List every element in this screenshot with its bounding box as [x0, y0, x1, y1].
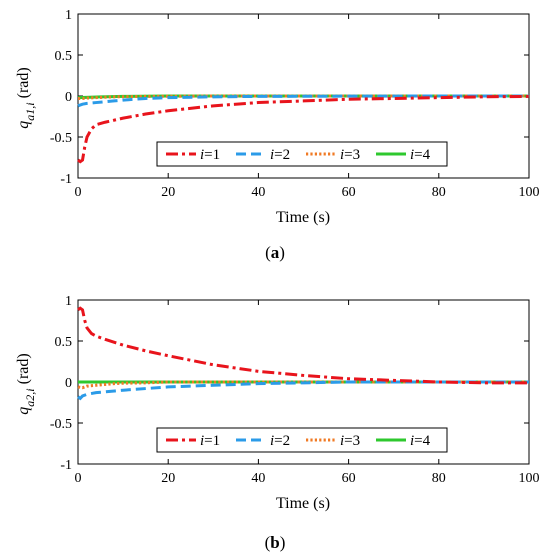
y-tick-label: -0.5 [50, 417, 72, 432]
legend-label-i2: i=2 [270, 147, 290, 163]
panel-b-ylabel: qa2,i(rad) [15, 353, 37, 414]
legend-label-i4: i=4 [410, 147, 431, 163]
panel-b-ticks: 0 20 40 60 80 100 1 0.5 0 -0.5 -1 [50, 294, 540, 486]
panel-a-ylabel: qa1,i(rad) [15, 67, 37, 128]
y-tick-label: 1 [65, 8, 72, 23]
panel-a-caption: (a) [265, 243, 285, 262]
series-line-i2 [77, 380, 529, 401]
y-tick-label: -1 [60, 172, 72, 187]
legend-label-i3: i=3 [340, 433, 360, 449]
panel-a-series [77, 94, 530, 164]
panel-b-legend: i=1 i=2 i=3 i=4 [156, 427, 448, 453]
panel-a-ticks: 0 20 40 60 80 100 1 0.5 0 -0.5 -1 [50, 8, 540, 200]
y-tick-label: 0 [65, 90, 72, 105]
panel-a-chart: 0 20 40 60 80 100 1 0.5 0 -0.5 -1 qa1,i(rad) Time … [15, 8, 540, 262]
x-tick-label: 60 [342, 471, 356, 486]
y-tick-label: 1 [65, 294, 72, 309]
legend-label-i1: i=1 [200, 147, 220, 163]
y-tick-label: -0.5 [50, 131, 72, 146]
panel-b-series [77, 306, 529, 401]
series-line-i2 [77, 94, 529, 108]
legend-label-i4: i=4 [410, 433, 431, 449]
panel-a-xlabel: Time (s) [276, 209, 330, 226]
legend-label-i2: i=2 [270, 433, 290, 449]
y-tick-label: 0.5 [55, 49, 73, 64]
legend-label-i3: i=3 [340, 147, 360, 163]
x-tick-label: 80 [432, 471, 446, 486]
panel-a-legend: i=1 i=2 i=3 i=4 [156, 141, 448, 167]
x-tick-label: 20 [161, 185, 175, 200]
panel-b-xlabel: Time (s) [276, 495, 330, 512]
x-tick-label: 20 [161, 471, 175, 486]
x-tick-label: 60 [342, 185, 356, 200]
legend-label-i1: i=1 [200, 433, 220, 449]
series-line-i1 [77, 306, 529, 385]
x-tick-label: 100 [519, 185, 540, 200]
x-tick-label: 40 [251, 471, 265, 486]
panel-b-caption: (b) [265, 533, 286, 552]
x-tick-label: 40 [251, 185, 265, 200]
x-tick-label: 0 [75, 471, 82, 486]
series-line-i3 [77, 380, 529, 390]
x-tick-label: 80 [432, 185, 446, 200]
panel-b-chart: 0 20 40 60 80 100 1 0.5 0 -0.5 -1 qa2,i(rad) Time … [15, 294, 540, 552]
y-tick-label: 0.5 [55, 335, 73, 350]
y-tick-label: -1 [60, 458, 72, 473]
series-line-i1 [77, 94, 530, 164]
y-tick-label: 0 [65, 376, 72, 391]
x-tick-label: 0 [75, 185, 82, 200]
x-tick-label: 100 [519, 471, 540, 486]
